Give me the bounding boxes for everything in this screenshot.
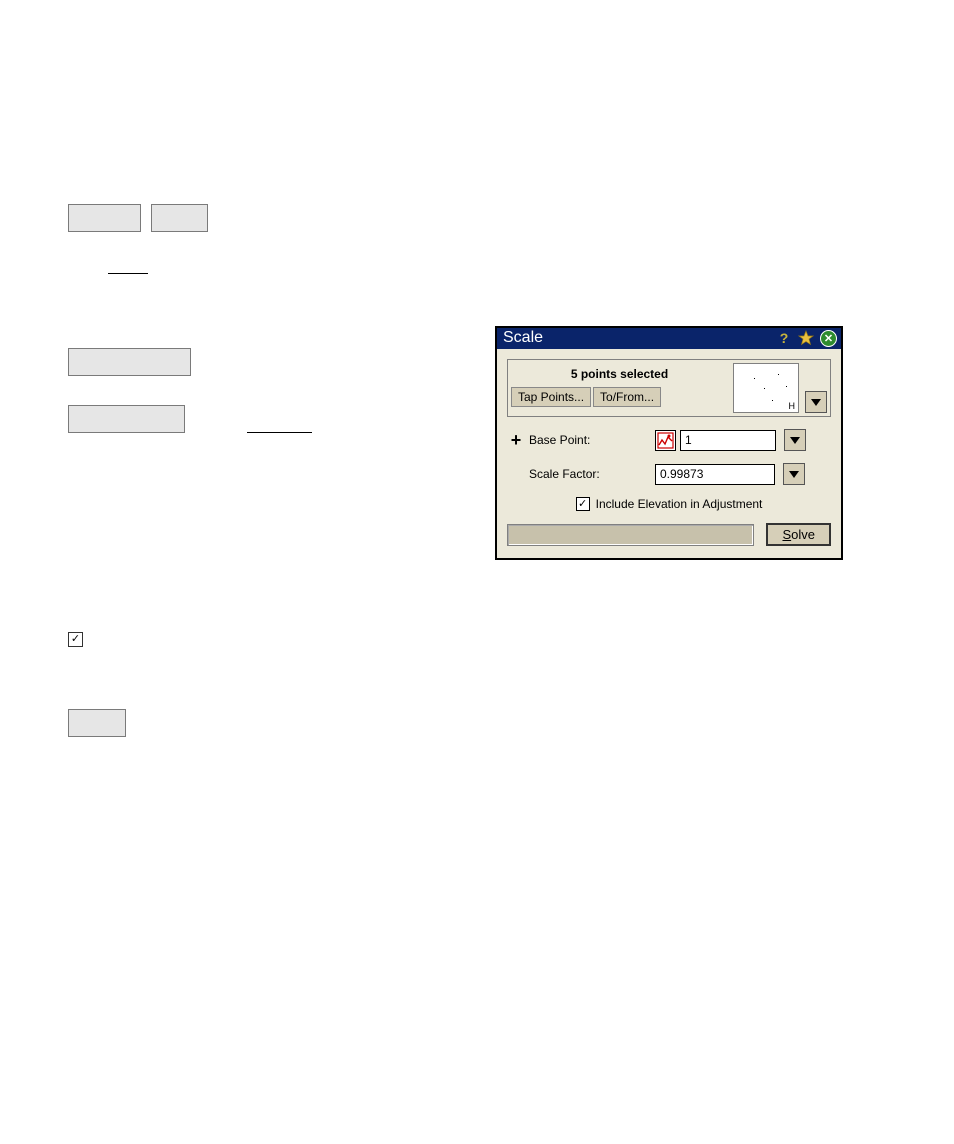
dialog-title: Scale [503, 329, 543, 347]
preview-dot [764, 388, 765, 389]
selection-panel: 5 points selected Tap Points... To/From.… [507, 359, 831, 417]
chevron-down-icon [790, 437, 800, 444]
points-preview: H [733, 363, 799, 413]
dialog-body: 5 points selected Tap Points... To/From.… [497, 349, 841, 558]
doc-underline-2 [247, 432, 312, 433]
doc-box-2 [151, 204, 208, 232]
bottom-row: Solve [507, 523, 831, 546]
status-bar [507, 524, 754, 546]
solve-button[interactable]: Solve [766, 523, 831, 546]
chevron-down-icon [811, 399, 821, 406]
doc-box-5 [68, 709, 126, 737]
doc-underline-1 [108, 273, 148, 274]
scale-factor-dropdown[interactable] [783, 463, 805, 485]
base-point-dropdown[interactable] [784, 429, 806, 451]
preview-marker: H [789, 401, 796, 411]
doc-check-1: ✓ [68, 632, 83, 647]
help-icon[interactable]: ? [776, 330, 792, 346]
to-from-button[interactable]: To/From... [593, 387, 661, 407]
points-selected-label: 5 points selected [511, 363, 728, 387]
preview-dot [778, 374, 779, 375]
solve-rest: olve [791, 527, 815, 542]
include-elevation-row: ✓ Include Elevation in Adjustment [507, 497, 831, 511]
preview-dot [772, 400, 773, 401]
chevron-down-icon [789, 471, 799, 478]
base-point-input[interactable] [680, 430, 776, 451]
tap-points-button[interactable]: Tap Points... [511, 387, 591, 407]
scale-factor-row: Scale Factor: [507, 463, 831, 485]
scale-factor-input[interactable] [655, 464, 775, 485]
doc-box-3 [68, 348, 191, 376]
solve-accel: S [782, 527, 791, 542]
preview-dropdown[interactable] [805, 391, 827, 413]
include-elevation-label: Include Elevation in Adjustment [596, 497, 763, 511]
doc-box-1 [68, 204, 141, 232]
include-elevation-checkbox[interactable]: ✓ [576, 497, 590, 511]
close-icon[interactable]: ✕ [820, 330, 837, 347]
base-point-label: Base Point: [525, 433, 655, 447]
preview-dot [786, 386, 787, 387]
pick-point-icon[interactable] [655, 430, 676, 451]
scale-factor-label: Scale Factor: [525, 467, 655, 481]
titlebar: Scale ? ✕ [497, 328, 841, 349]
base-point-row: + Base Point: [507, 429, 831, 451]
scale-dialog: Scale ? ✕ 5 points selected Tap Points..… [495, 326, 843, 560]
plus-icon: + [507, 430, 525, 451]
preview-dot [754, 378, 755, 379]
doc-box-4 [68, 405, 185, 433]
favorite-icon[interactable] [798, 330, 814, 346]
